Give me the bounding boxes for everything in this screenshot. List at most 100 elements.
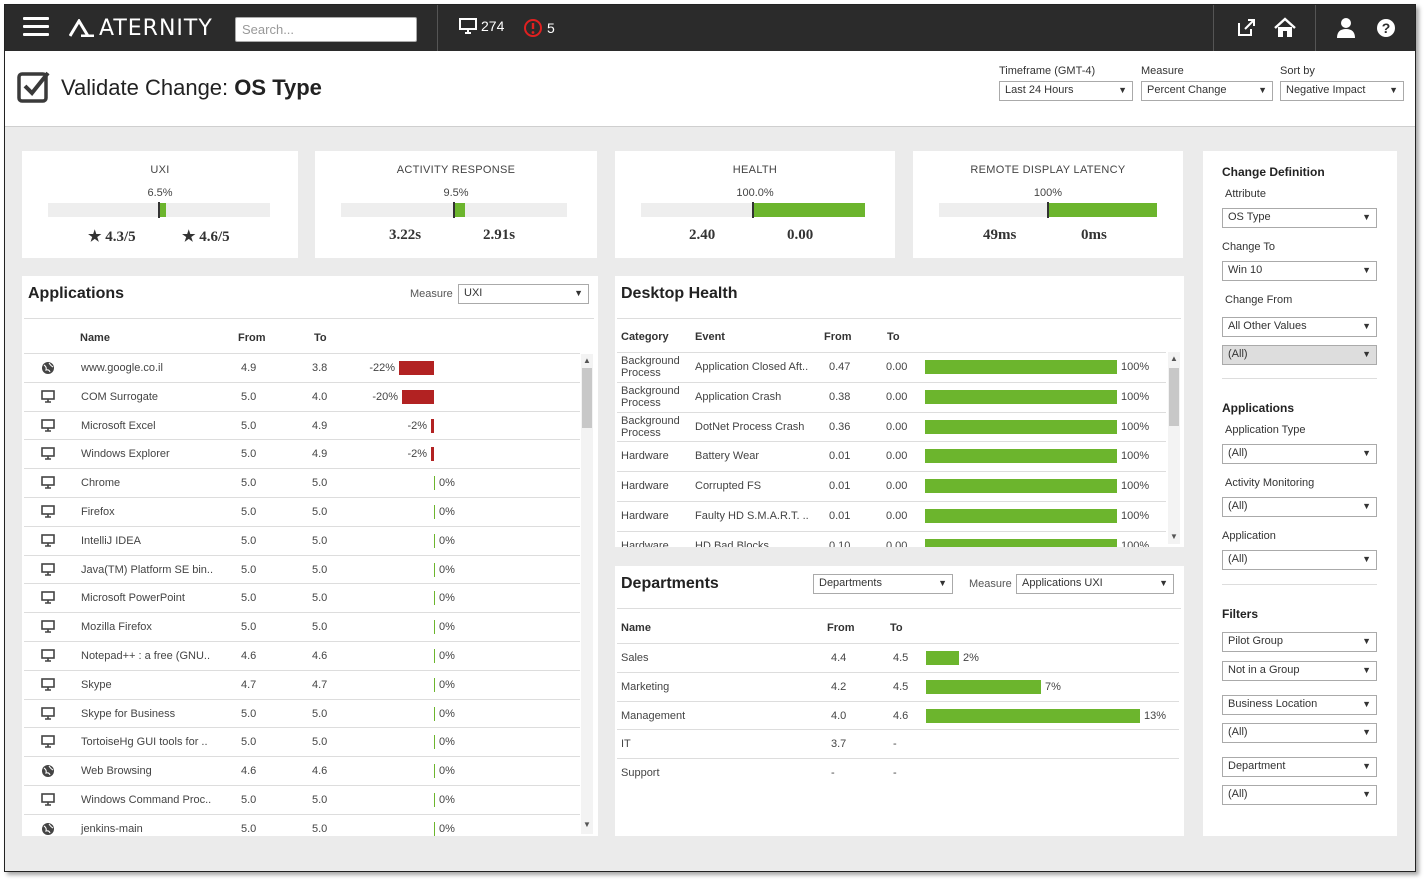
table-row[interactable]: Java(TM) Platform SE bin.. 5.0 5.0 0% — [24, 554, 580, 584]
pilot-group-value-select[interactable]: Not in a Group ▼ — [1222, 661, 1377, 681]
table-row[interactable]: Notepad++ : a free (GNU.. 4.6 4.6 0% — [24, 641, 580, 670]
change-bar — [431, 418, 434, 433]
departments-group-value: Departments — [819, 577, 882, 589]
alert-icon — [524, 19, 542, 37]
table-row[interactable]: Background Process Application Closed Af… — [617, 352, 1166, 381]
change-label: 0% — [439, 506, 455, 518]
kpi-card[interactable]: ACTIVITY RESPONSE 9.5% 3.22s 2.91s — [315, 151, 597, 258]
departments-measure-select[interactable]: Applications UXI ▼ — [1016, 574, 1174, 594]
department-value: (All) — [1228, 788, 1248, 800]
monitor-icon — [41, 418, 55, 435]
business-location-select[interactable]: Business Location ▼ — [1222, 695, 1377, 715]
table-row[interactable]: Mozilla Firefox 5.0 5.0 0% — [24, 612, 580, 641]
app-from: 5.0 — [241, 477, 257, 490]
table-row[interactable]: Management 4.0 4.6 13% — [617, 700, 1179, 730]
scroll-thumb[interactable] — [1169, 368, 1179, 426]
user-icon[interactable] — [1335, 17, 1359, 39]
app-to: 4.6 — [312, 650, 328, 662]
scroll-thumb[interactable] — [582, 368, 592, 428]
kpi-title: REMOTE DISPLAY LATENCY — [970, 164, 1126, 176]
desktop-health-scrollbar[interactable]: ▲ ▼ — [1168, 352, 1180, 544]
application-select[interactable]: (All) ▼ — [1222, 550, 1377, 570]
table-row[interactable]: Windows Explorer 5.0 4.9 -2% — [24, 439, 580, 468]
table-row[interactable]: TortoiseHg GUI tools for .. 5.0 5.0 0% — [24, 727, 580, 756]
table-row[interactable]: Windows Command Proc.. 5.0 5.0 0% — [24, 785, 580, 814]
change-from-sub-select[interactable]: (All) ▼ — [1222, 345, 1377, 365]
table-row[interactable]: jenkins-main 5.0 5.0 0% — [24, 813, 580, 836]
kpi-card[interactable]: UXI 6.5% ★ 4.3/5 ★ 4.6/5 — [22, 151, 298, 258]
dept-to: 4.5 — [893, 680, 909, 693]
table-row[interactable]: Skype for Business 5.0 5.0 0% — [24, 698, 580, 728]
departments-group-select[interactable]: Departments ▼ — [813, 574, 953, 594]
aternity-logo[interactable]: ATERNITY — [69, 15, 213, 41]
alert-count[interactable]: 5 — [523, 18, 555, 38]
table-row[interactable]: Skype 4.7 4.7 0% — [24, 669, 580, 699]
table-row[interactable]: Hardware HD Bad Blocks 0.10 0.00 100% — [617, 530, 1166, 547]
change-to-select[interactable]: Win 10 ▼ — [1222, 261, 1377, 281]
dept-name: Management — [621, 709, 686, 722]
app-from: 4.9 — [241, 362, 257, 374]
department-select[interactable]: Department ▼ — [1222, 757, 1377, 777]
table-row[interactable]: IT 3.7 - — [617, 729, 1179, 758]
table-row[interactable]: COM Surrogate 5.0 4.0 -20% — [24, 381, 580, 411]
app-to: 5.0 — [312, 506, 328, 518]
table-row[interactable]: www.google.co.il 4.9 3.8 -22% — [24, 353, 580, 382]
change-from-select[interactable]: All Other Values ▼ — [1222, 317, 1377, 337]
app-name: jenkins-main — [81, 822, 143, 835]
table-row[interactable]: Hardware Corrupted FS 0.01 0.00 100% — [617, 471, 1166, 500]
app-to: 4.0 — [312, 390, 328, 403]
monitor-icon — [41, 706, 55, 723]
department-value-select[interactable]: (All) ▼ — [1222, 785, 1377, 805]
change-bar — [434, 505, 435, 519]
change-label: 100% — [1121, 420, 1150, 433]
table-row[interactable]: Chrome 5.0 5.0 0% — [24, 468, 580, 497]
help-icon[interactable]: ? — [1375, 17, 1399, 39]
business-location-value-select[interactable]: (All) ▼ — [1222, 723, 1377, 743]
table-row[interactable]: Microsoft PowerPoint 5.0 5.0 0% — [24, 583, 580, 612]
health-category: Hardware — [621, 450, 669, 463]
table-row[interactable]: Microsoft Excel 5.0 4.9 -2% — [24, 410, 580, 440]
timeframe-select[interactable]: Last 24 Hours ▼ — [999, 81, 1133, 101]
external-link-icon[interactable] — [1235, 17, 1259, 39]
table-row[interactable]: Sales 4.4 4.5 2% — [617, 643, 1179, 672]
app-to: 5.0 — [312, 822, 328, 835]
logo-text: ATERNITY — [99, 15, 213, 41]
app-name: Web Browsing — [81, 765, 152, 778]
table-row[interactable]: Marketing 4.2 4.5 7% — [617, 671, 1179, 701]
scroll-up-icon[interactable]: ▲ — [583, 356, 591, 365]
chevron-down-icon: ▼ — [1159, 578, 1168, 588]
table-row[interactable]: Background Process Application Crash 0.3… — [617, 381, 1166, 411]
app-to: 5.0 — [312, 563, 328, 576]
activity-monitoring-select[interactable]: (All) ▼ — [1222, 497, 1377, 517]
scroll-down-icon[interactable]: ▼ — [1170, 532, 1178, 541]
table-row[interactable]: Hardware Faulty HD S.M.A.R.T. .. 0.01 0.… — [617, 501, 1166, 530]
home-icon[interactable] — [1273, 17, 1297, 39]
table-row[interactable]: IntelliJ IDEA 5.0 5.0 0% — [24, 525, 580, 555]
pilot-group-value: Not in a Group — [1228, 664, 1300, 676]
measure-label: Measure — [1141, 65, 1184, 77]
table-row[interactable]: Web Browsing 4.6 4.6 0% — [24, 756, 580, 785]
kpi-card[interactable]: REMOTE DISPLAY LATENCY 100% 49ms 0ms — [913, 151, 1183, 258]
kpi-card[interactable]: HEALTH 100.0% 2.40 0.00 — [615, 151, 895, 258]
measure-select[interactable]: Percent Change ▼ — [1141, 81, 1273, 101]
applications-measure-select[interactable]: UXI ▼ — [458, 284, 589, 304]
app-type-select[interactable]: (All) ▼ — [1222, 444, 1377, 464]
departments-measure-label: Measure — [969, 578, 1012, 590]
attribute-select[interactable]: OS Type ▼ — [1222, 208, 1377, 228]
sortby-select[interactable]: Negative Impact ▼ — [1280, 81, 1404, 101]
kpi-title: HEALTH — [732, 164, 778, 176]
pilot-group-select[interactable]: Pilot Group ▼ — [1222, 632, 1377, 652]
change-bar — [925, 449, 1117, 464]
table-row[interactable]: Support - - — [617, 758, 1179, 787]
device-count[interactable]: 274 — [459, 18, 504, 34]
applications-scrollbar[interactable]: ▲ ▼ — [581, 354, 593, 834]
kpi-change-track — [341, 202, 567, 218]
search-input[interactable]: Search... — [235, 17, 417, 42]
table-row[interactable]: Background Process DotNet Process Crash … — [617, 411, 1166, 441]
scroll-up-icon[interactable]: ▲ — [1170, 354, 1178, 363]
table-row[interactable]: Hardware Battery Wear 0.01 0.00 100% — [617, 441, 1166, 470]
scroll-down-icon[interactable]: ▼ — [583, 820, 591, 829]
change-bar — [434, 793, 435, 807]
hamburger-menu-icon[interactable] — [23, 17, 49, 39]
table-row[interactable]: Firefox 5.0 5.0 0% — [24, 497, 580, 526]
